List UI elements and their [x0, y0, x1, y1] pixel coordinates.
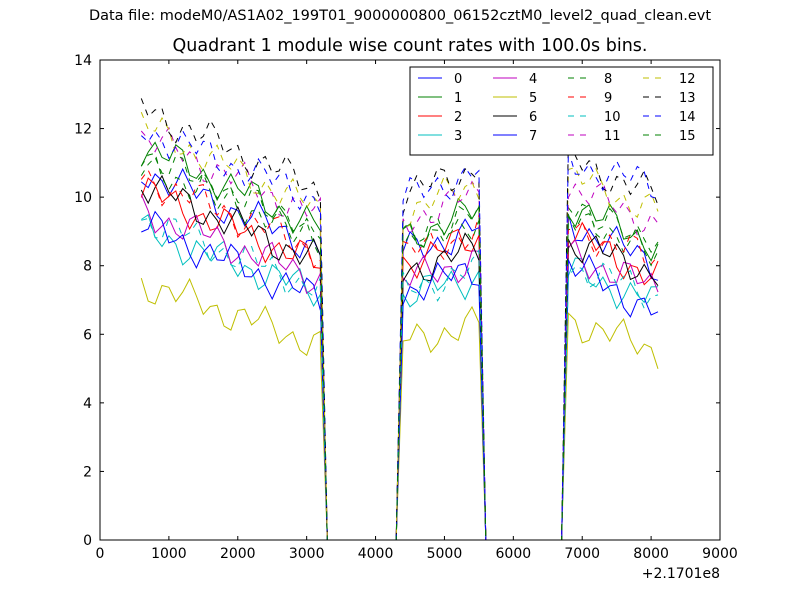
legend-label-2: 2	[454, 110, 462, 125]
x-tick-label: 4000	[358, 546, 394, 562]
legend-label-13: 13	[679, 91, 696, 106]
chart-title: Quadrant 1 module wise count rates with …	[172, 36, 648, 56]
x-offset-label: +2.1701e8	[642, 566, 720, 582]
x-tick-label: 5000	[427, 546, 463, 562]
axis-ticks: 0 1000 2000 3000 4000 5000 6000 7000 8000 9000 0 2 4…	[74, 53, 738, 562]
x-tick-label: 8000	[633, 546, 669, 562]
x-tick-label: 9000	[702, 546, 738, 562]
legend-label-10: 10	[604, 110, 621, 125]
legend-label-5: 5	[529, 91, 537, 106]
legend-label-4: 4	[529, 72, 537, 87]
legend-box	[409, 66, 714, 156]
y-tick-label: 8	[83, 259, 92, 275]
legend-label-14: 14	[679, 110, 696, 125]
y-tick-label: 2	[83, 464, 92, 480]
y-tick-label: 10	[74, 190, 92, 206]
x-tick-label: 2000	[220, 546, 256, 562]
y-tick-label: 6	[83, 327, 92, 343]
suptitle: Data file: modeM0/AS1A02_199T01_90000008…	[88, 8, 712, 24]
x-tick-label: 3000	[289, 546, 325, 562]
plot-frame	[99, 59, 721, 541]
legend-label-12: 12	[679, 72, 696, 87]
legend-label-1: 1	[454, 91, 462, 106]
y-tick-label: 12	[74, 122, 92, 138]
legend-label-3: 3	[454, 129, 462, 144]
x-tick-label: 7000	[564, 546, 600, 562]
legend-label-7: 7	[529, 129, 537, 144]
series-group	[140, 98, 659, 541]
legend-label-9: 9	[604, 91, 612, 106]
series-line-11	[140, 126, 659, 541]
legend-label-0: 0	[454, 72, 462, 87]
series-line-13	[140, 98, 659, 541]
y-tick-label: 4	[83, 396, 92, 412]
legend-label-6: 6	[529, 110, 537, 125]
y-tick-label: 0	[83, 533, 92, 549]
legend-label-11: 11	[604, 129, 621, 144]
y-tick-label: 14	[74, 53, 92, 69]
series-line-1	[140, 141, 659, 541]
x-tick-label: 0	[96, 546, 105, 562]
x-tick-label: 1000	[151, 546, 187, 562]
series-line-12	[140, 112, 659, 541]
legend-label-15: 15	[679, 129, 696, 144]
x-tick-label: 6000	[496, 546, 532, 562]
legend-label-8: 8	[604, 72, 612, 87]
